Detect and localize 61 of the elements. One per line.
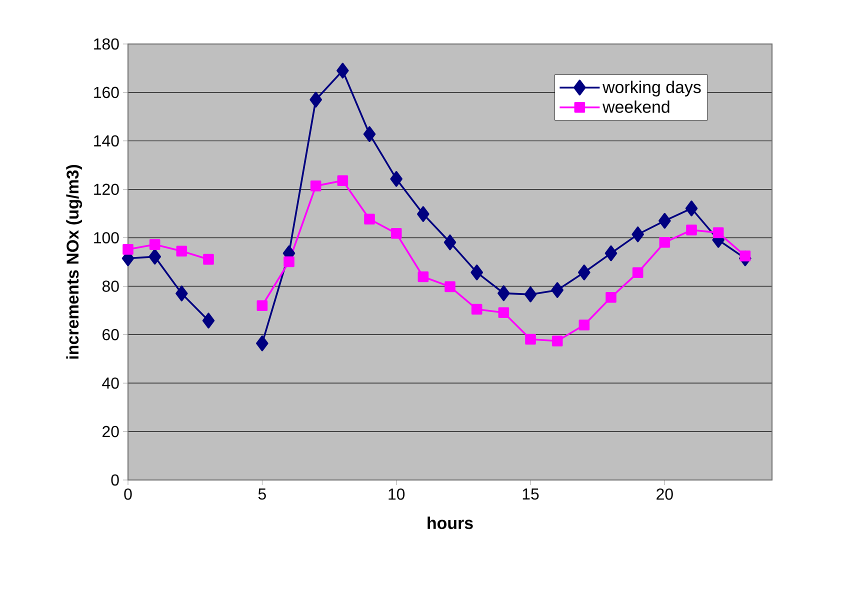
point [632, 226, 644, 242]
point [524, 286, 537, 302]
point [498, 285, 510, 302]
point [202, 312, 215, 329]
x-tick-label: 5 [258, 488, 266, 500]
x-axis-title: hours [428, 516, 473, 530]
point [604, 245, 618, 262]
point [685, 200, 698, 216]
point [417, 206, 430, 222]
point [256, 300, 268, 311]
point [363, 126, 376, 142]
point [632, 267, 644, 278]
point [148, 248, 161, 265]
point [578, 320, 590, 330]
point [578, 264, 590, 280]
point [390, 171, 402, 187]
point [740, 250, 751, 262]
point [525, 334, 536, 345]
y-tick-label: 120 [94, 184, 119, 195]
point [606, 292, 616, 303]
point [444, 281, 456, 292]
x-tick-label: 15 [522, 488, 539, 500]
point [256, 335, 268, 352]
point [444, 234, 456, 250]
x-tick-label: 20 [656, 488, 673, 500]
point [659, 236, 670, 248]
point [551, 282, 564, 298]
point [364, 214, 375, 225]
point [122, 244, 134, 255]
y-tick-label: 40 [102, 377, 119, 389]
y-tick-label: 100 [94, 232, 119, 244]
point [471, 304, 482, 315]
point [658, 212, 671, 229]
point [310, 180, 322, 192]
point [390, 228, 402, 239]
point [686, 224, 697, 236]
y-axis-title: increments NOx (ug/m3) [66, 164, 82, 359]
y-tick-label: 140 [94, 135, 119, 147]
point [337, 175, 348, 186]
y-tick-label: 180 [94, 38, 119, 50]
point [310, 92, 322, 108]
legend-label: working days [602, 80, 701, 96]
point [336, 62, 349, 79]
point [284, 256, 294, 268]
x-tick-label: 0 [124, 488, 132, 500]
point [149, 239, 160, 250]
y-tick-label: 80 [102, 280, 119, 292]
point [712, 227, 724, 238]
x-tick-label: 10 [388, 488, 405, 500]
point [203, 254, 214, 265]
point [176, 286, 188, 302]
point [418, 271, 429, 282]
point [470, 264, 483, 280]
point [176, 246, 188, 256]
y-tick-label: 20 [102, 426, 119, 438]
y-tick-label: 160 [94, 86, 119, 98]
legend-label: weekend [602, 100, 670, 113]
y-tick-label: 60 [102, 329, 119, 340]
y-tick-label: 0 [111, 474, 119, 486]
point [498, 307, 510, 318]
point [552, 336, 563, 346]
